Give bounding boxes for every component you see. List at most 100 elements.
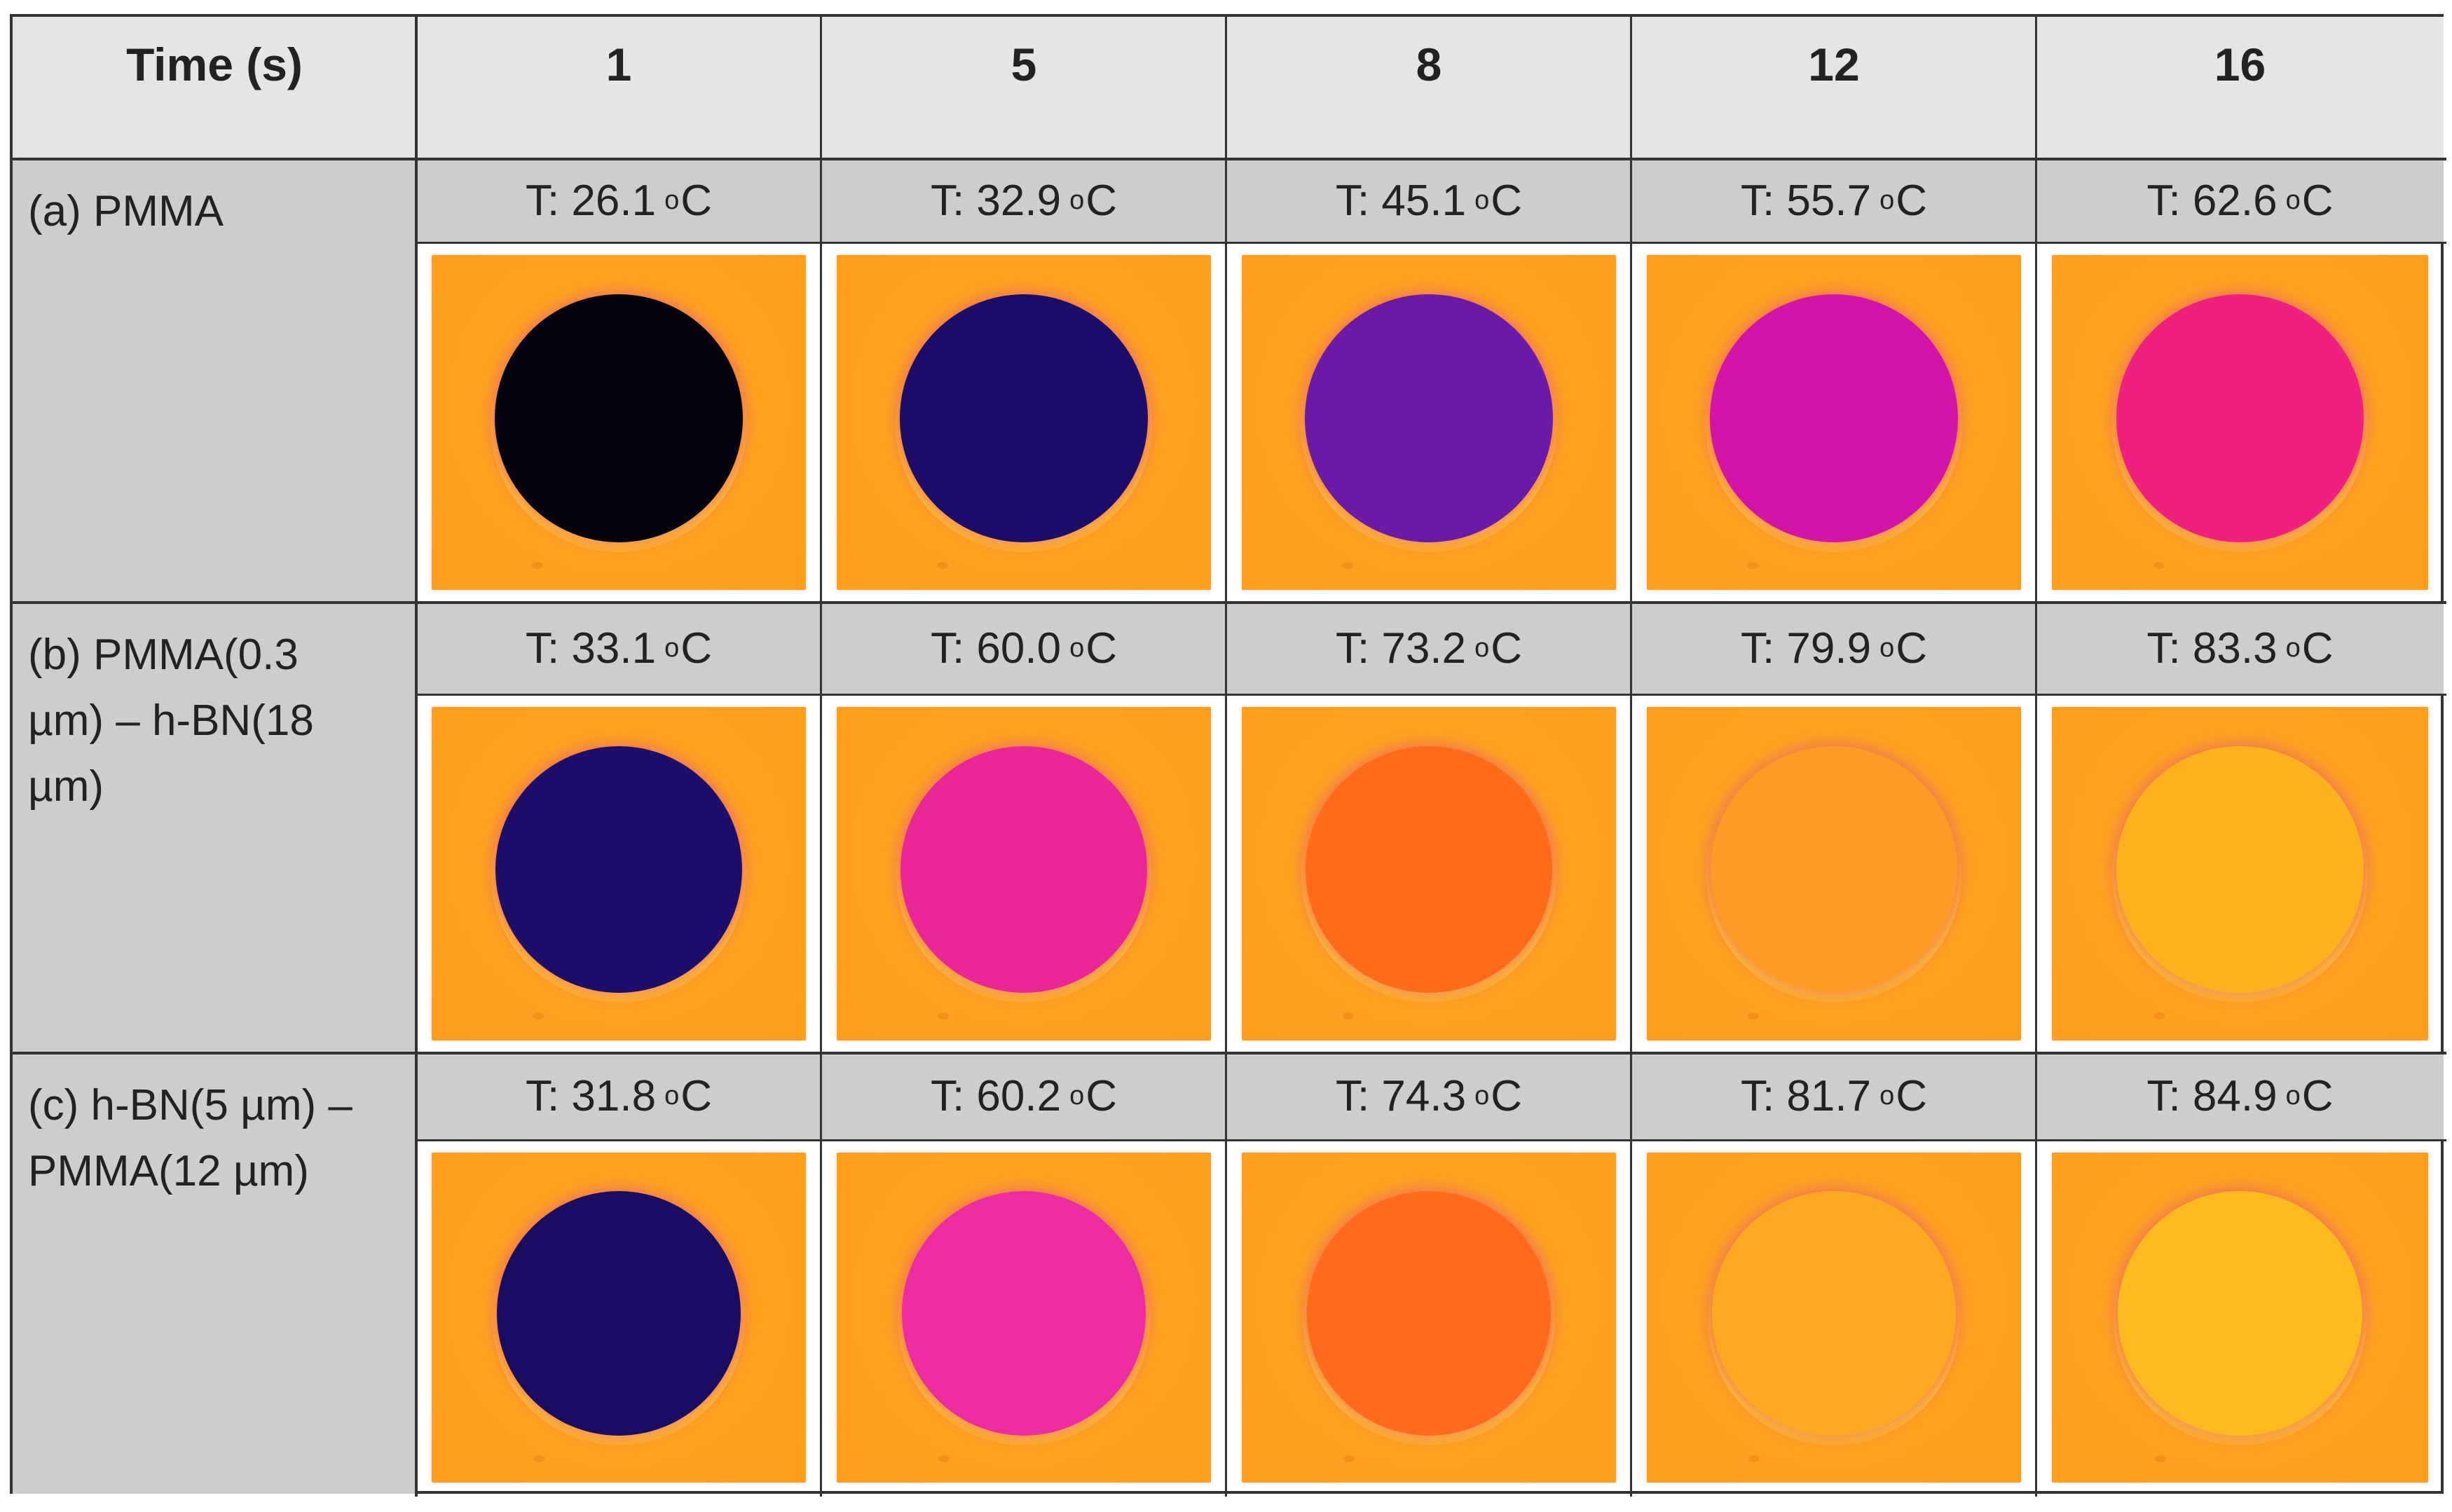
temperature-cell: T: 55.7 o C <box>1631 159 2036 242</box>
celsius-unit: C <box>1085 624 1118 673</box>
temperature-cell: T: 45.1 o C <box>1226 159 1631 242</box>
temperature-value: T: 79.9 <box>1740 624 1872 673</box>
degree-symbol: o <box>664 1081 680 1111</box>
noise-speck <box>1342 561 1354 569</box>
temperature-value: T: 45.1 <box>1335 176 1467 225</box>
noise-speck <box>1747 561 1759 569</box>
temperature-value: T: 83.3 <box>2146 624 2278 673</box>
degree-symbol: o <box>1879 185 1895 215</box>
celsius-unit: C <box>1896 176 1928 225</box>
temperature-value: T: 60.2 <box>930 1072 1062 1120</box>
temperature-cell: T: 83.3 o C <box>2036 603 2444 694</box>
temperature-cell: T: 32.9 o C <box>821 159 1226 242</box>
thermal-image <box>1647 255 2021 590</box>
celsius-unit: C <box>1491 1072 1523 1120</box>
row-label-hbn-pmma: (c) h-BN(5 µm) – PMMA(12 µm) <box>13 1053 416 1494</box>
temperature-value: T: 31.8 <box>525 1072 657 1120</box>
header-time-1: 1 <box>416 17 821 159</box>
header-time-5: 5 <box>821 17 1226 159</box>
temperature-value: T: 55.7 <box>1740 176 1872 225</box>
noise-speck <box>1747 1012 1759 1020</box>
noise-speck <box>937 1012 949 1020</box>
degree-symbol: o <box>664 633 680 663</box>
temperature-cell: T: 33.1 o C <box>416 603 821 694</box>
degree-symbol: o <box>1474 185 1490 215</box>
thermal-image <box>2052 1153 2428 1483</box>
temperature-cell: T: 73.2 o C <box>1226 603 1631 694</box>
heated-disc <box>1305 294 1553 542</box>
celsius-unit: C <box>680 624 713 673</box>
thermal-image <box>837 1153 1211 1483</box>
noise-speck <box>937 561 949 569</box>
header-time-8: 8 <box>1226 17 1631 159</box>
degree-symbol: o <box>1879 633 1895 663</box>
celsius-unit: C <box>2301 624 2334 673</box>
temperature-value: T: 33.1 <box>525 624 657 673</box>
temperature-cell: T: 74.3 o C <box>1226 1053 1631 1139</box>
thermal-image <box>2052 707 2428 1040</box>
temperature-cell: T: 60.0 o C <box>821 603 1226 694</box>
thermal-image <box>1242 707 1616 1040</box>
temperature-value: T: 84.9 <box>2146 1072 2278 1120</box>
noise-speck <box>2154 1455 2166 1462</box>
noise-speck <box>1343 1455 1355 1462</box>
thermal-image <box>432 1153 806 1483</box>
heated-disc <box>901 1191 1146 1436</box>
thermal-image <box>432 707 806 1040</box>
thermal-image <box>432 255 806 590</box>
noise-speck <box>533 1455 544 1462</box>
temperature-value: T: 60.0 <box>930 624 1062 673</box>
temperature-cell: T: 79.9 o C <box>1631 603 2036 694</box>
degree-symbol: o <box>1879 1081 1895 1111</box>
temperature-cell: T: 31.8 o C <box>416 1053 821 1139</box>
header-time-label: Time (s) <box>13 17 416 159</box>
temperature-cell: T: 84.9 o C <box>2036 1053 2444 1139</box>
heated-disc <box>1306 1191 1552 1436</box>
thermal-image <box>1242 255 1616 590</box>
temperature-cell: T: 81.7 o C <box>1631 1053 2036 1139</box>
temperature-value: T: 26.1 <box>525 176 657 225</box>
heated-disc <box>2118 1191 2362 1436</box>
noise-speck <box>938 1455 950 1462</box>
heated-disc <box>2116 294 2364 542</box>
heated-disc <box>1710 745 1958 994</box>
celsius-unit: C <box>1491 624 1523 673</box>
thermal-image <box>1242 1153 1616 1483</box>
celsius-unit: C <box>1896 1072 1928 1120</box>
header-time-16: 16 <box>2036 17 2444 159</box>
temperature-cell: T: 26.1 o C <box>416 159 821 242</box>
celsius-unit: C <box>680 176 713 225</box>
temperature-value: T: 32.9 <box>930 176 1062 225</box>
degree-symbol: o <box>1069 633 1085 663</box>
degree-symbol: o <box>1474 1081 1490 1111</box>
celsius-unit: C <box>2301 1072 2334 1120</box>
thermal-image <box>1647 707 2021 1040</box>
noise-speck <box>532 1012 544 1020</box>
noise-speck <box>2153 561 2165 569</box>
thermal-image <box>837 255 1211 590</box>
thermal-image <box>837 707 1211 1040</box>
row-label-pmma: (a) PMMA <box>13 159 416 603</box>
heated-disc <box>495 745 743 994</box>
heated-disc <box>1710 294 1958 542</box>
celsius-unit: C <box>1085 176 1118 225</box>
heated-disc <box>900 745 1148 994</box>
temperature-cell: T: 60.2 o C <box>821 1053 1226 1139</box>
thermal-image-table: Time (s) 1 5 8 12 16 (a) PMMA (b) PMMA(0… <box>10 14 2446 1497</box>
celsius-unit: C <box>1896 624 1928 673</box>
noise-speck <box>2153 1012 2165 1020</box>
heated-disc <box>1711 1191 1957 1436</box>
temperature-value: T: 81.7 <box>1740 1072 1872 1120</box>
heated-disc <box>1305 745 1553 994</box>
row-label-pmma-hbn: (b) PMMA(0.3 µm) – h-BN(18 µm) <box>13 603 416 1053</box>
degree-symbol: o <box>664 185 680 215</box>
heated-disc <box>900 294 1148 542</box>
temperature-cell: T: 62.6 o C <box>2036 159 2444 242</box>
degree-symbol: o <box>2285 1081 2301 1111</box>
temperature-value: T: 74.3 <box>1335 1072 1467 1120</box>
degree-symbol: o <box>1069 185 1085 215</box>
celsius-unit: C <box>1491 176 1523 225</box>
thermal-image <box>2052 255 2428 590</box>
temperature-value: T: 62.6 <box>2146 176 2278 225</box>
heated-disc <box>2116 745 2364 994</box>
